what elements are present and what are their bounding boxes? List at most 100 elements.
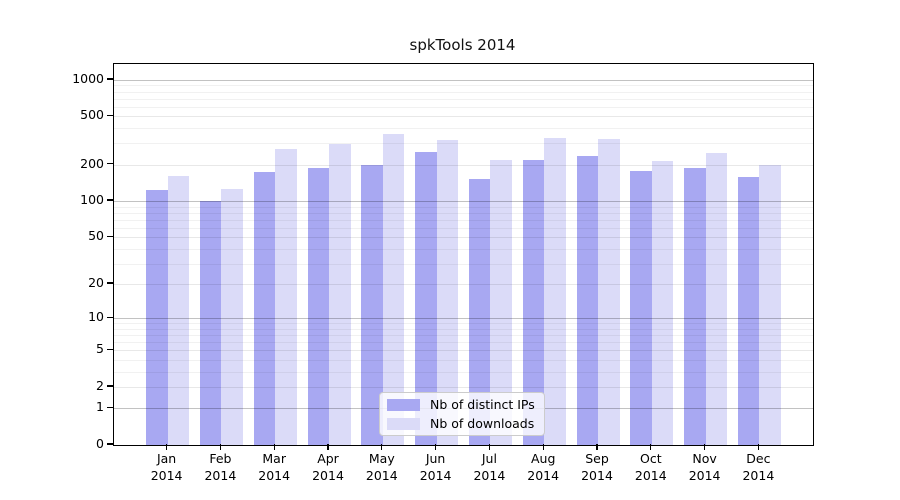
bar-distinct-ips-may xyxy=(361,165,383,445)
bars-layer xyxy=(114,64,813,445)
bar-distinct-ips-feb xyxy=(199,200,222,445)
gridline-4 xyxy=(114,359,813,361)
x-tick-label-aug: Aug 2014 xyxy=(527,451,560,483)
gridline-8 xyxy=(114,328,813,330)
y-tick-label-100: 100 xyxy=(80,192,104,208)
x-tick-label-jun: Jun 2014 xyxy=(419,451,452,483)
bar-downloads-nov xyxy=(705,153,728,445)
gridline-9 xyxy=(114,323,813,325)
gridline-80 xyxy=(114,212,813,214)
y-tick-mark-2 xyxy=(107,385,113,387)
gridline-400 xyxy=(114,128,813,130)
gridline-40 xyxy=(114,248,813,250)
bar-downloads-jun xyxy=(436,140,459,445)
x-tick-mark-nov xyxy=(703,444,706,450)
y-tick-label-20: 20 xyxy=(88,275,104,291)
bar-distinct-ips-aug xyxy=(522,159,545,445)
gridline-1000 xyxy=(114,79,813,81)
bar-downloads-sep xyxy=(598,139,620,445)
chart-title: spkTools 2014 xyxy=(409,36,516,54)
grid-layer xyxy=(114,64,813,445)
y-tick-label-1: 1 xyxy=(96,399,104,415)
x-tick-mark-mar xyxy=(273,444,275,450)
y-tick-label-1000: 1000 xyxy=(72,70,104,86)
gridline-800 xyxy=(114,91,813,93)
bar-distinct-ips-mar xyxy=(253,171,276,445)
x-tick-label-feb: Feb 2014 xyxy=(204,451,237,483)
x-tick-mark-jan xyxy=(165,444,168,450)
x-tick-mark-sep xyxy=(596,444,598,450)
x-tick-label-sep: Sep 2014 xyxy=(581,451,613,483)
bar-distinct-ips-jan xyxy=(146,190,168,445)
gridline-700 xyxy=(114,98,813,100)
bar-downloads-apr xyxy=(329,144,351,445)
gridline-500 xyxy=(114,116,813,118)
x-tick-mark-dec xyxy=(757,444,760,450)
x-tick-mark-jul xyxy=(488,444,491,450)
legend-swatch-distinct-ips xyxy=(387,398,420,411)
y-tick-mark-1 xyxy=(107,406,113,409)
y-tick-mark-1000 xyxy=(107,78,113,80)
x-tick-label-mar: Mar 2014 xyxy=(258,451,291,483)
legend-swatch-downloads xyxy=(387,417,420,430)
bar-distinct-ips-jul xyxy=(468,178,491,445)
y-tick-mark-20 xyxy=(107,282,113,284)
y-tick-label-200: 200 xyxy=(80,155,104,171)
gridline-2 xyxy=(114,386,813,388)
legend-item-downloads: Nb of downloads xyxy=(380,415,544,432)
gridline-90 xyxy=(114,206,813,208)
y-tick-mark-500 xyxy=(107,114,113,117)
plot-area xyxy=(113,63,814,446)
y-tick-label-500: 500 xyxy=(80,107,104,123)
gridline-100 xyxy=(114,201,813,203)
gridline-5 xyxy=(114,350,813,352)
gridline-7 xyxy=(114,335,813,337)
bar-downloads-aug xyxy=(544,137,566,445)
legend-label-distinct-ips: Nb of distinct IPs xyxy=(430,397,535,412)
x-tick-label-apr: Apr 2014 xyxy=(312,451,344,483)
x-tick-mark-jun xyxy=(434,444,437,450)
gridline-70 xyxy=(114,219,813,221)
x-tick-mark-aug xyxy=(542,444,544,450)
bar-downloads-jul xyxy=(490,160,512,445)
x-tick-label-dec: Dec 2014 xyxy=(742,451,775,483)
x-tick-mark-oct xyxy=(650,444,652,450)
bar-distinct-ips-sep xyxy=(576,156,598,445)
y-tick-label-2: 2 xyxy=(96,377,104,393)
y-tick-mark-50 xyxy=(107,235,113,237)
y-tick-mark-100 xyxy=(107,199,113,201)
gridline-300 xyxy=(114,143,813,145)
y-tick-label-10: 10 xyxy=(88,309,104,325)
gridline-20 xyxy=(114,284,813,286)
legend-item-distinct-ips: Nb of distinct IPs xyxy=(380,396,544,413)
gridline-50 xyxy=(114,237,813,239)
gridline-3 xyxy=(114,371,813,373)
gridline-6 xyxy=(114,342,813,344)
x-tick-label-oct: Oct 2014 xyxy=(634,451,667,483)
bar-distinct-ips-oct xyxy=(630,171,652,445)
bar-downloads-mar xyxy=(275,148,297,445)
y-tick-mark-200 xyxy=(107,163,113,165)
gridline-30 xyxy=(114,263,813,265)
x-tick-label-jan: Jan 2014 xyxy=(150,451,183,483)
gridline-900 xyxy=(114,85,813,87)
legend-label-downloads: Nb of downloads xyxy=(430,416,535,431)
gridline-60 xyxy=(114,227,813,229)
y-tick-mark-0 xyxy=(107,443,113,445)
x-tick-label-jul: Jul 2014 xyxy=(473,451,506,483)
gridline-10 xyxy=(114,318,813,320)
gridline-200 xyxy=(114,164,813,166)
gridline-600 xyxy=(114,106,813,108)
legend: Nb of distinct IPs Nb of downloads xyxy=(379,392,545,436)
y-tick-mark-5 xyxy=(107,348,113,350)
bar-distinct-ips-jun xyxy=(415,152,437,445)
bar-distinct-ips-nov xyxy=(684,168,706,445)
bar-distinct-ips-apr xyxy=(307,168,329,445)
y-tick-label-5: 5 xyxy=(96,341,104,357)
bar-distinct-ips-dec xyxy=(737,177,760,445)
x-tick-mark-feb xyxy=(219,444,222,450)
bar-downloads-dec xyxy=(759,165,781,445)
bar-downloads-feb xyxy=(221,189,243,445)
bar-downloads-may xyxy=(382,134,405,445)
bar-downloads-jan xyxy=(167,176,190,445)
